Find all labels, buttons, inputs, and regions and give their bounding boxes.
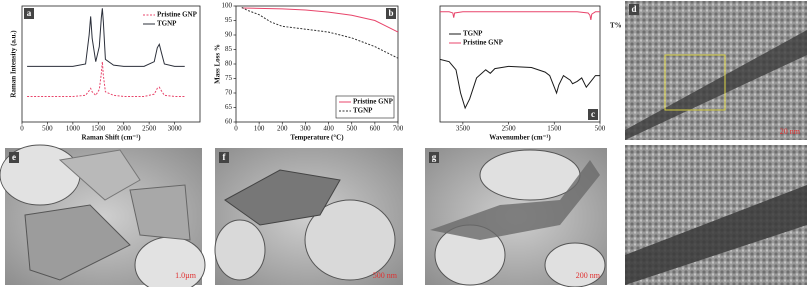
x-tick-label: 3500: [456, 125, 471, 133]
legend-label: TGNP: [157, 20, 177, 28]
panel-box: [588, 109, 598, 120]
data-line: [439, 58, 600, 110]
tem-image-e: e 1.0µm: [0, 144, 206, 292]
y-tick-label: 85: [225, 45, 233, 53]
data-line: [241, 7, 399, 59]
panel-label: d: [631, 4, 636, 14]
tem-image-d: d 20 nm: [625, 1, 807, 140]
x-axis-label: Temperature (°C): [290, 134, 344, 142]
panel-label: b: [388, 8, 393, 18]
y-axis-label: T%: [610, 22, 622, 30]
x-tick-label: 0: [234, 125, 238, 133]
y-tick-label: 80: [225, 60, 233, 68]
x-tick-label: 500: [595, 125, 606, 133]
x-tick-label: 2500: [142, 125, 157, 133]
x-tick-label: 600: [370, 125, 381, 133]
y-tick-label: 100: [222, 2, 233, 10]
x-tick-label: 500: [42, 125, 53, 133]
scale-label: 20 nm: [780, 127, 801, 136]
legend-label: Pristine GNP: [463, 39, 504, 47]
x-tick-label: 1500: [91, 125, 106, 133]
x-tick-label: 0: [20, 125, 24, 133]
tem-image-zoom: [625, 145, 807, 285]
plot-frame: [439, 5, 601, 123]
x-tick-label: 1000: [66, 125, 81, 133]
y-tick-label: 90: [225, 31, 233, 39]
y-tick-label: 95: [225, 16, 233, 24]
legend-label: TGNP: [353, 107, 373, 115]
y-axis-label: Mass Loss %: [214, 44, 222, 84]
plot-frame: [21, 5, 201, 123]
x-tick-label: 200: [277, 125, 288, 133]
data-line: [27, 8, 185, 67]
x-tick-label: 1500: [547, 125, 562, 133]
x-tick-label: 700: [393, 125, 404, 133]
x-tick-label: 2000: [117, 125, 132, 133]
x-tick-label: 500: [346, 125, 357, 133]
y-tick-label: 60: [225, 118, 233, 126]
y-axis-label: Raman Intensity (a.u.): [10, 30, 18, 98]
y-tick-label: 75: [225, 74, 233, 82]
legend-label: Pristine GNP: [353, 98, 394, 106]
x-tick-label: 2500: [502, 125, 517, 133]
x-tick-label: 400: [323, 125, 334, 133]
panel-label: g: [432, 152, 437, 162]
data-line: [241, 7, 399, 33]
scale-label: 1.0µm: [175, 271, 197, 280]
y-tick-label: 70: [225, 89, 233, 97]
tem-image-g: g 200 nm: [425, 148, 607, 288]
legend-label: Pristine GNP: [157, 11, 198, 19]
y-tick-label: 65: [225, 103, 233, 111]
panel-label: f: [223, 152, 227, 162]
data-line: [440, 11, 600, 21]
data-line: [27, 61, 185, 97]
scale-label: 200 nm: [576, 271, 601, 280]
tem-image-f: f 500 nm: [214, 148, 403, 285]
panel-label: a: [27, 8, 32, 18]
panel-box: [386, 8, 396, 19]
legend-label: TGNP: [463, 30, 483, 38]
x-tick-label: 3000: [168, 125, 183, 133]
x-tick-label: 300: [300, 125, 311, 133]
panel-label: c: [591, 109, 595, 119]
scale-label: 500 nm: [373, 271, 398, 280]
x-axis-label: Wavenumber (cm⁻¹): [489, 134, 551, 142]
panel-box: [24, 8, 34, 19]
panel-label: e: [12, 152, 16, 162]
x-tick-label: 100: [254, 125, 265, 133]
x-axis-label: Raman Shift (cm⁻¹): [81, 134, 141, 142]
